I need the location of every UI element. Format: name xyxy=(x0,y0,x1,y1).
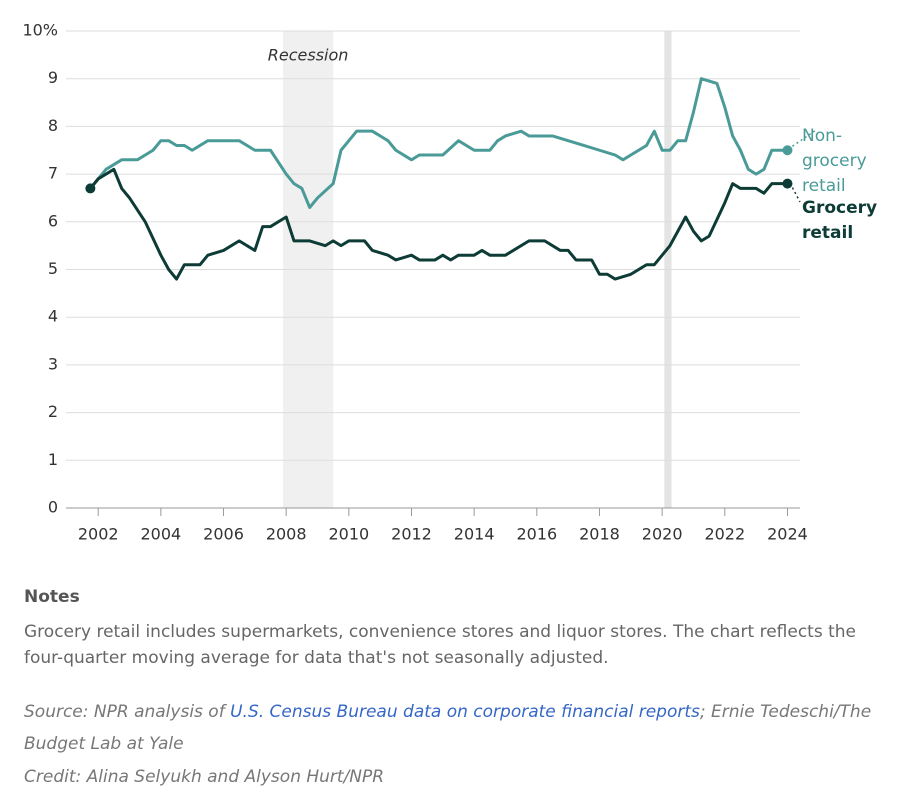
source-prefix: Source: NPR analysis of xyxy=(24,702,231,722)
source-suffix: ; Ernie Tedeschi/The Budget Lab at Yale xyxy=(24,702,872,754)
source-link[interactable]: U.S. Census Bureau data on corporate fin… xyxy=(230,702,700,722)
series-line xyxy=(88,77,789,209)
notes-text: Grocery retail includes supermarkets, co… xyxy=(24,622,857,668)
x-tick-label: 2024 xyxy=(767,525,808,544)
series-line xyxy=(88,167,789,281)
y-tick-label: 1 xyxy=(48,450,58,469)
x-tick-label: 2002 xyxy=(78,525,119,544)
region-label: Recession xyxy=(268,46,349,65)
x-tick-label: 2008 xyxy=(266,525,307,544)
x-tick-label: 2018 xyxy=(579,525,620,544)
y-tick-label: 5 xyxy=(48,259,58,278)
y-tick-label: 7 xyxy=(48,164,58,183)
source: Source: NPR analysis of U.S. Census Bure… xyxy=(24,696,884,760)
y-tick-label: 9 xyxy=(48,68,58,87)
x-tick-label: 2016 xyxy=(516,525,557,544)
credit: Credit: Alina Selyukh and Alyson Hurt/NP… xyxy=(24,767,385,787)
series-label: Non-grocery retail xyxy=(802,126,867,196)
y-tick-label: 2 xyxy=(48,402,58,421)
end-dot xyxy=(782,178,793,189)
y-tick-label: 4 xyxy=(48,307,58,326)
x-tick-label: 2004 xyxy=(140,525,181,544)
y-tick-label: 8 xyxy=(48,116,58,135)
x-tick-label: 2014 xyxy=(454,525,495,544)
y-tick-label: 6 xyxy=(48,211,58,230)
y-tick-label: 0 xyxy=(48,498,58,517)
y-tick-label: 10% xyxy=(22,21,58,40)
x-tick-label: 2020 xyxy=(642,525,683,544)
chart: Recession 0 1 2 3 4 5 6 7 8 9 10% 2002 2004 2006 2008 20… xyxy=(22,21,817,544)
start-dot xyxy=(85,183,96,194)
series-label: Grocery retail xyxy=(802,198,878,243)
notes-title: Notes xyxy=(24,587,80,607)
x-tick-label: 2012 xyxy=(391,525,432,544)
end-dot xyxy=(782,145,793,156)
y-tick-label: 3 xyxy=(48,354,58,373)
x-tick-label: 2010 xyxy=(328,525,369,544)
label-connector xyxy=(791,187,801,203)
x-tick-label: 2022 xyxy=(704,525,745,544)
x-tick-label: 2006 xyxy=(203,525,244,544)
